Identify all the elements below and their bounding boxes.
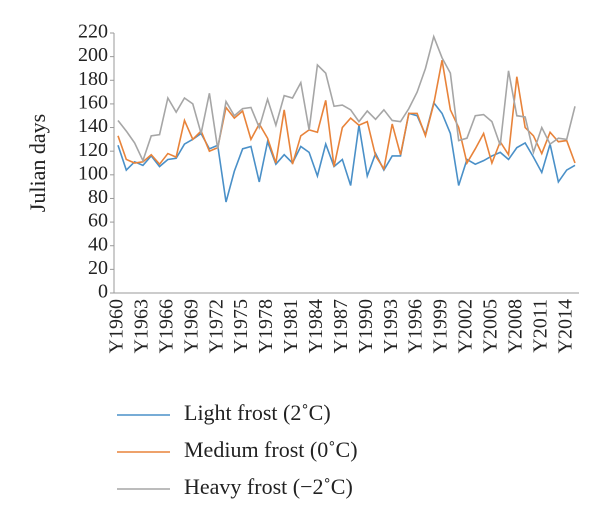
x-tick-label: Y1963 [131,299,153,353]
legend-label: Medium frost (0˚C) [184,437,358,462]
y-tick-label: 0 [98,281,108,303]
x-tick-label: Y1966 [155,299,177,353]
x-tick-label: Y1960 [106,299,128,353]
y-tick-label: 80 [88,186,108,208]
x-tick-label: Y1978 [255,299,277,353]
x-tick-label: Y1999 [430,299,452,353]
x-tick-label: Y1969 [180,299,202,353]
x-tick-label: Y2008 [504,299,526,353]
y-tick-label: 100 [78,162,108,184]
x-tick-label: Y2005 [480,299,502,353]
x-tick-label: Y2002 [455,299,477,353]
series-line [117,33,576,163]
x-tick-label: Y2011 [529,299,551,353]
x-tick-label: Y1996 [405,299,427,353]
y-tick-label: 60 [88,210,108,232]
x-tick-label: Y1990 [355,299,377,353]
y-tick-label: 220 [78,21,108,43]
y-tick-label: 200 [78,44,108,66]
x-tick-label: Y1975 [230,299,252,353]
x-tick-label: Y1987 [330,299,352,353]
legend-label: Light frost (2˚C) [184,400,331,425]
series-line [117,60,576,172]
x-tick-label: Y1993 [380,299,402,353]
x-tick-label: Y1984 [305,299,327,353]
y-tick-label: 180 [78,68,108,90]
y-tick-label: 40 [88,233,108,255]
x-tick-label: Y1981 [280,299,302,353]
x-tick-label: Y1972 [205,299,227,353]
legend-label: Heavy frost (−2˚C) [184,474,353,499]
y-tick-label: 20 [88,257,108,279]
y-axis-title: Julian days [25,114,50,212]
y-tick-label: 160 [78,92,108,114]
x-tick-label: Y2014 [554,299,576,353]
y-tick-label: 120 [78,139,108,161]
y-tick-label: 140 [78,115,108,137]
